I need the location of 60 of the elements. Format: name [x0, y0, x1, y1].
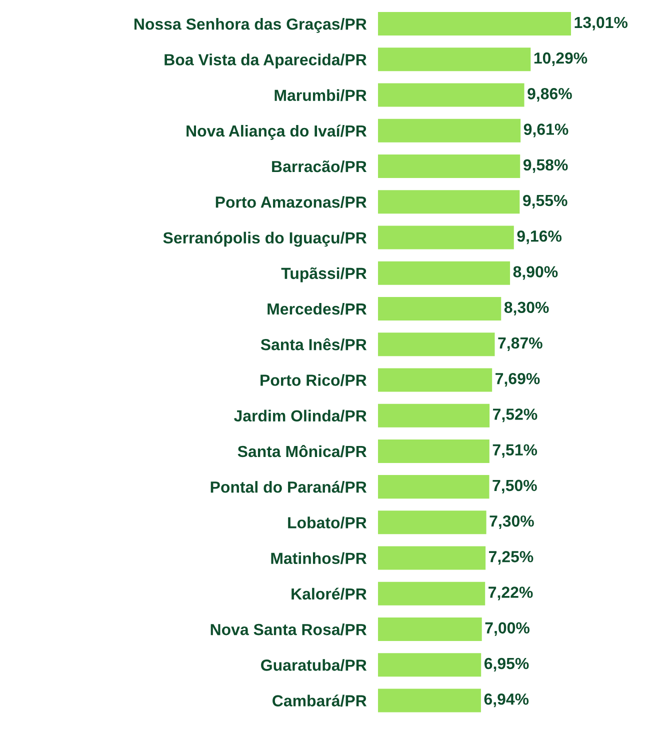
y-tick-label: Mercedes/PR	[268, 302, 367, 315]
bar	[378, 368, 492, 392]
bar	[378, 546, 486, 570]
data-label: 7,52%	[493, 408, 538, 422]
y-tick-label: Nossa Senhora das Graças/PR	[134, 18, 367, 33]
data-label: 9,58%	[523, 159, 568, 173]
y-tick-label: Guaratuba/PR	[261, 659, 367, 671]
data-label: 7,00%	[485, 622, 530, 636]
data-label: 9,61%	[524, 124, 568, 138]
data-label: 6,94%	[484, 693, 529, 708]
data-label: 9,55%	[523, 194, 568, 208]
y-tick-label: Pontal do Paraná/PR	[210, 480, 367, 493]
y-tick-label: Nova Santa Rosa/PR	[210, 623, 367, 636]
data-label: 7,30%	[490, 515, 534, 530]
data-label: 7,51%	[492, 444, 538, 458]
bar	[378, 190, 520, 214]
y-tick-label: Santa Mônica/PR	[238, 445, 367, 458]
data-label: 8,30%	[504, 302, 549, 316]
data-label: 7,50%	[492, 480, 537, 494]
data-label: 7,69%	[496, 372, 540, 387]
y-tick-label: Tupãssi/PR	[281, 267, 367, 282]
bar	[378, 332, 495, 356]
data-label: 6,95%	[484, 658, 529, 672]
bar	[378, 83, 524, 107]
y-tick-label: Jardim Olinda/PR	[234, 410, 367, 422]
data-label: 8,90%	[513, 266, 558, 280]
y-tick-label: Santa Inês/PR	[260, 338, 367, 350]
bar	[378, 12, 571, 36]
data-label: 7,22%	[488, 586, 533, 600]
bar	[378, 653, 482, 677]
data-label: 10,29%	[534, 52, 588, 66]
bar	[378, 118, 521, 142]
bar	[378, 48, 531, 72]
bar	[378, 154, 520, 178]
y-tick-label: Serranópolis do Iguaçu/PR	[163, 232, 367, 247]
y-tick-label: Boa Vista da Aparecida/PR	[164, 54, 367, 69]
y-tick-label: Lobato/PR	[288, 516, 367, 529]
data-label: 9,16%	[517, 230, 562, 244]
y-tick-label: Porto Amazonas/PR	[216, 196, 367, 208]
data-label: 9,86%	[528, 88, 572, 102]
bar	[378, 618, 482, 642]
data-label: 7,25%	[489, 551, 534, 565]
bar	[378, 582, 486, 606]
y-tick-label: Porto Rico/PR	[260, 374, 367, 386]
bar	[378, 439, 490, 463]
bar	[378, 404, 490, 428]
bar	[378, 296, 502, 320]
bar	[378, 226, 514, 250]
y-tick-label: Barracão/PR	[272, 160, 367, 172]
bar	[378, 510, 486, 534]
bar	[378, 261, 510, 285]
y-tick-label: Marumbi/PR	[274, 89, 367, 102]
bar	[378, 688, 481, 712]
y-tick-label: Nova Aliança do Ivaí/PR	[186, 124, 367, 140]
bar	[378, 475, 490, 499]
y-tick-label: Kaloré/PR	[292, 588, 367, 600]
y-tick-label: Cambará/PR	[272, 694, 367, 707]
data-label: 7,87%	[498, 337, 542, 351]
data-label: 13,01%	[574, 16, 628, 30]
y-tick-label: Matinhos/PR	[271, 552, 367, 564]
